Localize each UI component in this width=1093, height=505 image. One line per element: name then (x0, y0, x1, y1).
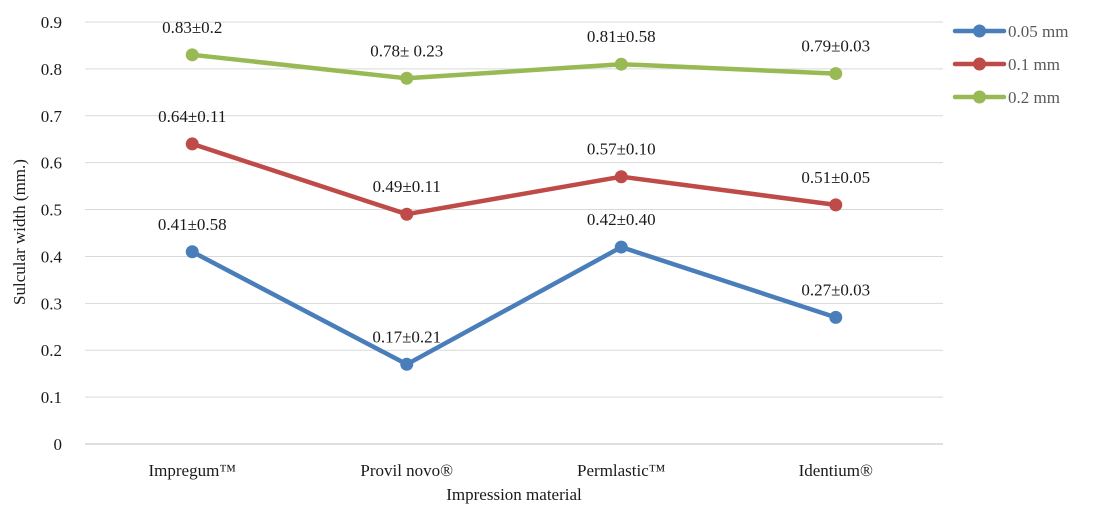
y-tick-label: 0.1 (41, 388, 62, 407)
x-tick-label: Provil novo® (360, 461, 453, 480)
y-tick-label: 0.3 (41, 294, 62, 313)
y-axis-ticks: 0 0.1 0.2 0.3 0.4 0.5 0.6 0.7 0.8 0.9 (41, 13, 63, 454)
gridlines (85, 21, 943, 445)
data-label: 0.64±0.11 (158, 107, 226, 126)
x-tick-label: Permlastic™ (577, 461, 665, 480)
y-tick-label: 0.9 (41, 13, 62, 32)
y-tick-label: 0.7 (41, 107, 63, 126)
x-tick-label: Impregum™ (149, 461, 236, 480)
data-point (185, 48, 199, 62)
data-label: 0.81±0.58 (587, 27, 656, 46)
legend-swatch-marker (973, 57, 986, 71)
x-tick-label: Identium® (799, 461, 873, 480)
legend-label: 0.2 mm (1008, 88, 1060, 107)
data-point (829, 67, 843, 81)
data-label: 0.57±0.10 (587, 140, 656, 159)
data-point (614, 57, 628, 71)
x-axis-title: Impression material (446, 485, 582, 504)
y-tick-label: 0.5 (41, 201, 62, 220)
y-axis-title: Sulcular width (mm.) (10, 159, 29, 305)
data-point (400, 357, 414, 371)
data-label: 0.49±0.11 (373, 177, 441, 196)
data-point (614, 170, 628, 184)
data-label: 0.17±0.21 (372, 327, 441, 346)
y-tick-label: 0.2 (41, 341, 62, 360)
legend: 0.05 mm 0.1 mm 0.2 mm (952, 22, 1068, 107)
data-point (400, 71, 414, 85)
data-point (614, 240, 628, 254)
legend-label: 0.05 mm (1008, 22, 1068, 41)
series-group (185, 48, 843, 371)
legend-swatch-marker (973, 90, 986, 104)
x-axis-ticks: Impregum™ Provil novo® Permlastic™ Identium… (149, 461, 873, 480)
data-point (400, 207, 414, 221)
legend-swatch-marker (973, 24, 986, 38)
y-tick-label: 0.4 (41, 247, 63, 266)
data-labels: 0.41±0.58 0.17±0.21 0.42±0.40 0.27±0.03 0.64… (158, 18, 870, 346)
data-point (829, 310, 843, 324)
data-point (829, 198, 843, 212)
y-tick-label: 0.6 (41, 154, 62, 173)
series-line (190, 244, 839, 367)
legend-label: 0.1 mm (1008, 55, 1060, 74)
data-point (185, 245, 199, 259)
data-label: 0.42±0.40 (587, 210, 656, 229)
data-label: 0.41±0.58 (158, 215, 227, 234)
data-label: 0.83±0.2 (162, 18, 222, 37)
series-line (190, 52, 839, 81)
data-label: 0.51±0.05 (801, 168, 870, 187)
data-label: 0.79±0.03 (801, 37, 870, 56)
data-point (185, 137, 199, 151)
data-label: 0.27±0.03 (801, 280, 870, 299)
series-line (190, 141, 839, 217)
y-tick-label: 0.8 (41, 60, 62, 79)
y-tick-label: 0 (54, 435, 63, 454)
data-label: 0.78± 0.23 (370, 41, 443, 60)
